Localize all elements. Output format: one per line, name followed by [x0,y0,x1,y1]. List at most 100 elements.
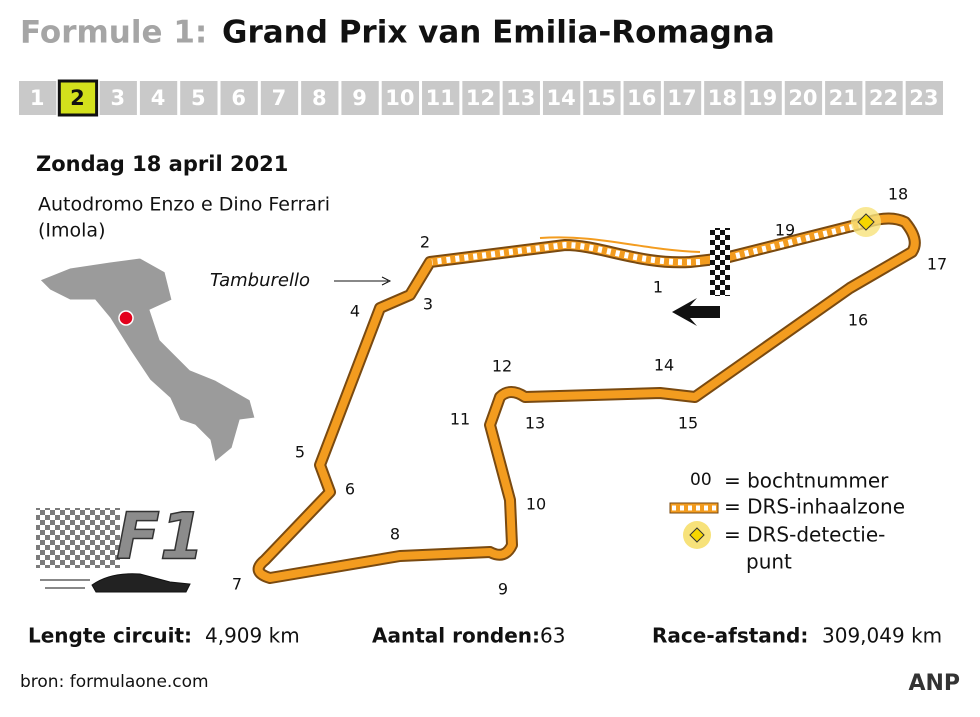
turn-number: 1 [653,278,663,297]
race-number: 14 [546,86,575,110]
turn-number: 14 [654,356,674,375]
race-number: 3 [110,86,125,110]
logo-text: F1 [116,501,204,575]
stat-value: 4,909 km [205,624,300,648]
drs-detection [857,213,875,231]
italy-map [39,257,256,463]
track [254,214,919,582]
turn-number: 15 [678,414,698,433]
drs-zone [735,222,861,259]
turn-number: 4 [350,302,360,321]
stat-value: 63 [540,624,565,648]
race-bar: 1 2 3 4 5 6 7 8 9 10 11 12 13 14 15 16 17 18 19 20 21 22 23 [19,79,943,117]
legend-drs-detection [689,527,705,543]
race-box [99,81,137,115]
race-number: 20 [788,86,817,110]
source: bron: formulaone.com [20,672,209,692]
race-box [301,81,339,115]
direction-arrow [672,298,720,326]
race-number: 5 [191,86,206,110]
race-box [180,81,218,115]
race-box [341,81,379,115]
turn-number: 16 [848,311,868,330]
legend-label: = bochtnummer [724,469,889,493]
race-number: 17 [667,86,696,110]
race-box [19,81,57,115]
stat-label: Aantal ronden: [372,624,540,648]
race-box [704,81,742,115]
legend-label: punt [746,550,792,574]
race-number: 4 [151,86,166,110]
race-number: 18 [708,86,737,110]
finish-line [710,228,730,296]
race-box [744,81,782,115]
turn-number: 13 [525,414,545,433]
venue: Autodromo Enzo e Dino Ferrari [38,194,330,216]
turn-number: 9 [498,580,508,599]
turn-number: 5 [295,443,305,462]
race-box [583,81,621,115]
race-number: 10 [385,86,414,110]
race-box [784,81,823,115]
legend-label: = DRS-inhaalzone [724,495,905,519]
race-box [139,81,178,115]
race-number: 21 [829,86,858,110]
race-number: 19 [748,86,777,110]
drs-zone [431,241,701,266]
stat-label: Lengte circuit: [28,624,192,648]
stat-value: 309,049 km [822,624,942,648]
race-box [502,81,540,115]
turn-number: 6 [345,480,355,499]
race-box [462,81,500,115]
race-box [381,81,420,115]
title-prefix: Formule 1: [20,15,207,51]
race-box [57,79,99,117]
race-box [260,81,299,115]
turn-number: 17 [927,255,947,274]
turn-number: 12 [492,357,512,376]
turn-number: 19 [775,221,795,240]
pointer-arrow [334,276,392,286]
date: Zondag 18 april 2021 [36,152,288,176]
race-box [623,81,661,115]
turn-number: 11 [450,410,470,429]
turn-number: 10 [526,495,546,514]
pit-lane [539,236,701,253]
corner-name: Tamburello [210,270,310,291]
race-box [422,81,460,115]
race-number: 6 [231,86,246,110]
stats: Lengte circuit: 4,909 km Aantal ronden: 63 R… [28,624,942,648]
race-box [542,81,581,115]
venue: (Imola) [38,220,105,242]
race-number: 11 [426,86,455,110]
race-number: 22 [869,86,898,110]
race-box [825,81,863,115]
legend-drs-sample [669,502,719,514]
race-number: 13 [506,86,535,110]
race-number: 16 [627,86,656,110]
race-box [865,81,903,115]
race-number: 23 [909,86,938,110]
race-number: 9 [352,86,367,110]
race-number: 12 [466,86,495,110]
race-number: 15 [587,86,616,110]
turn-number: 2 [420,233,430,252]
location-dot [118,310,134,326]
legend-sample: 00 [690,470,712,490]
turn-number: 18 [888,185,908,204]
race-number: 7 [272,86,287,110]
race-number: 2 [70,86,85,110]
race-box [663,81,702,115]
turn-number: 7 [232,575,242,594]
title: Grand Prix van Emilia-Romagna [222,15,775,51]
agency: ANP [908,671,960,696]
turn-number: 3 [423,295,433,314]
stat-label: Race-afstand: [652,624,808,648]
race-box [220,81,258,115]
f1-logo: F1 [36,500,205,593]
race-box [905,81,943,115]
race-number: 8 [312,86,327,110]
legend-label: = DRS-detectie- [724,523,885,547]
